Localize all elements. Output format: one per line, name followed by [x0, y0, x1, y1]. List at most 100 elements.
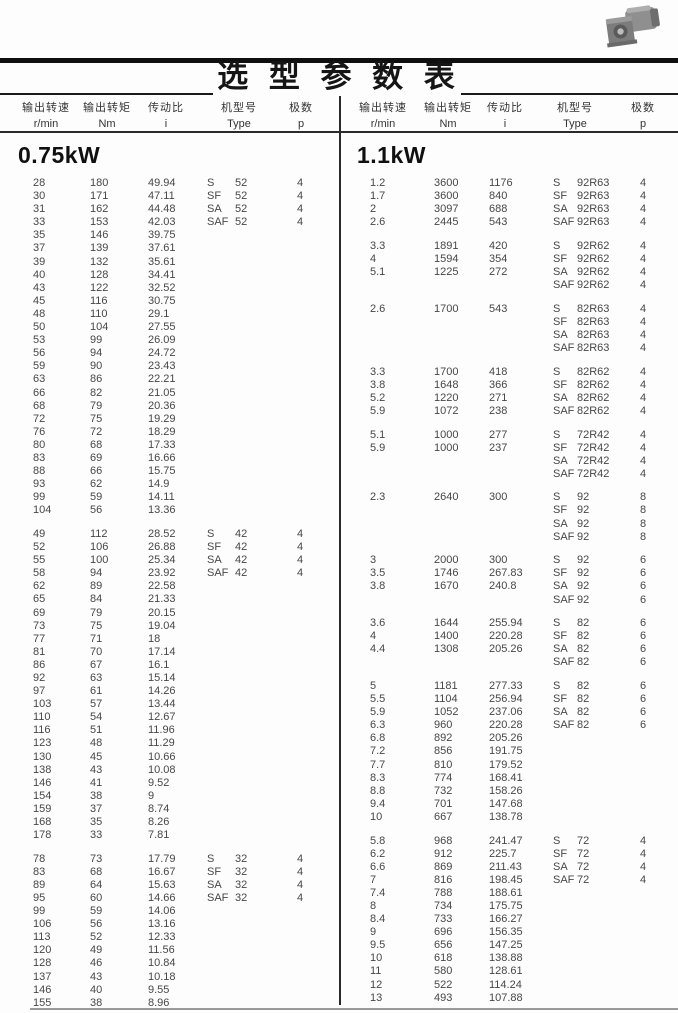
cell-ratio: [489, 468, 553, 481]
cell-type-prefix: [553, 992, 577, 1005]
cell-poles: 4: [640, 342, 647, 355]
column-divider: [339, 96, 341, 1005]
cell-speed: 4.4: [370, 643, 386, 656]
table-row: 6.8 892 205.26: [340, 732, 678, 745]
table-row: 3.5 1746 267.83 SF 92 6: [340, 567, 678, 580]
cell-type-prefix: [207, 387, 235, 400]
table-row: 35 146 39.75: [0, 229, 339, 242]
cell-poles: 4: [640, 365, 647, 378]
cell-torque: 37: [90, 802, 103, 815]
cell-torque: 35: [90, 816, 103, 828]
cell-type-prefix: SAF: [553, 530, 575, 543]
cell-torque: 43: [90, 970, 103, 983]
cell-ratio: 13.36: [148, 504, 176, 517]
table-row: 48 110 29.1: [0, 308, 339, 321]
cell-poles: 4: [640, 252, 647, 265]
cell-type-prefix: SF: [553, 847, 568, 860]
cell-speed: 65: [33, 593, 46, 606]
cell-torque: 68: [90, 438, 103, 451]
cell-type-size: 92R63: [577, 203, 610, 216]
cell-torque: 1000: [434, 441, 459, 454]
cell-speed: 30: [33, 190, 46, 203]
cell-ratio: [489, 455, 553, 468]
cell-torque: 774: [434, 771, 453, 784]
cell-poles: [297, 360, 339, 373]
cell-type-prefix: [207, 256, 235, 269]
cell-type-prefix: [207, 737, 235, 750]
cell-type-size: [235, 373, 297, 386]
table-row: 65 84 21.33: [0, 593, 339, 606]
cell-type-prefix: [553, 952, 577, 965]
cell-speed: [370, 656, 434, 669]
cell-poles: [640, 913, 678, 926]
table-row: 52 106 26.88 SF 42 4: [0, 541, 339, 554]
cell-type-size: [235, 478, 297, 491]
cell-ratio: 26.88: [148, 541, 176, 554]
cell-ratio: 49.94: [148, 177, 176, 189]
cell-ratio: 25.34: [148, 554, 176, 567]
table-row: SAF 72R42 4: [340, 468, 678, 481]
cell-ratio: 14.11: [148, 491, 175, 504]
cell-type-size: 92: [577, 554, 590, 567]
cell-poles: [297, 295, 339, 308]
header-name: 传动比: [148, 102, 184, 114]
cell-speed: 69: [33, 606, 46, 619]
table-row: 13 493 107.88: [340, 992, 678, 1005]
cell-speed: 146: [33, 776, 52, 789]
table-row: 5.8 968 241.47 S 72 4: [340, 835, 678, 848]
cell-ratio: 16.67: [148, 865, 176, 878]
cell-type-size: [235, 321, 297, 334]
cell-type-size: [235, 971, 297, 984]
cell-poles: [297, 387, 339, 400]
cell-type-prefix: [207, 711, 235, 724]
cell-speed: 10: [370, 952, 383, 965]
cell-ratio: [489, 594, 553, 607]
table-row: 5.9 1000 237 SF 72R42 4: [340, 442, 678, 455]
cell-type-size: 82: [577, 643, 590, 656]
cell-type-size: [577, 785, 640, 798]
cell-poles: 4: [297, 216, 304, 229]
cell-ratio: [489, 656, 553, 669]
cell-torque: [434, 594, 489, 607]
header-col-left-2: 传动比 i: [121, 99, 211, 130]
cell-torque: 1670: [434, 580, 459, 593]
cell-speed: 13: [370, 991, 383, 1004]
cell-poles: 4: [640, 279, 647, 292]
page-title: 选 型 参 数 表: [217, 59, 461, 94]
cell-speed: [370, 455, 434, 468]
cell-poles: 6: [640, 630, 647, 643]
cell-type-size: [577, 887, 640, 900]
table-row: SAF 82 6: [340, 656, 678, 669]
cell-type-size: [577, 900, 640, 913]
cell-poles: 6: [640, 580, 647, 593]
cell-type-prefix: [207, 633, 235, 646]
cell-torque: 1072: [434, 404, 459, 417]
table-row: 7 816 198.45 SAF 72 4: [340, 874, 678, 887]
cell-torque: 67: [90, 658, 103, 671]
cell-type-size: [235, 452, 297, 465]
table-row: 3.8 1648 366 SF 82R62 4: [340, 379, 678, 392]
cell-torque: 1308: [434, 643, 459, 656]
cell-ratio: 10.84: [148, 957, 176, 970]
rating-group: 3.3 1891 420 S 92R62 4 4 1594 354 SF 92R62 4 5.1 1225…: [340, 240, 678, 292]
cell-type-size: 92: [577, 491, 590, 504]
cell-torque: 1746: [434, 567, 459, 580]
cell-speed: 7.4: [370, 886, 386, 899]
cell-ratio: 237.06: [489, 706, 523, 719]
cell-torque: 57: [90, 698, 103, 711]
cell-speed: 50: [33, 321, 46, 334]
cell-type-prefix: SA: [207, 878, 222, 891]
cell-ratio: [489, 329, 553, 342]
cell-poles: 4: [297, 203, 304, 216]
cell-type-size: [235, 672, 297, 685]
cell-type-prefix: SAF: [553, 404, 575, 417]
cell-ratio: 32.52: [148, 281, 176, 294]
cell-type-size: [235, 334, 297, 347]
cell-speed: 8.4: [370, 913, 386, 926]
cell-type-prefix: SAF: [553, 719, 575, 732]
cell-type-prefix: S: [553, 617, 561, 630]
cell-torque: 816: [434, 873, 453, 886]
cell-poles: [640, 952, 678, 965]
cell-ratio: 27.55: [148, 321, 176, 334]
cell-speed: 8.8: [370, 784, 386, 797]
